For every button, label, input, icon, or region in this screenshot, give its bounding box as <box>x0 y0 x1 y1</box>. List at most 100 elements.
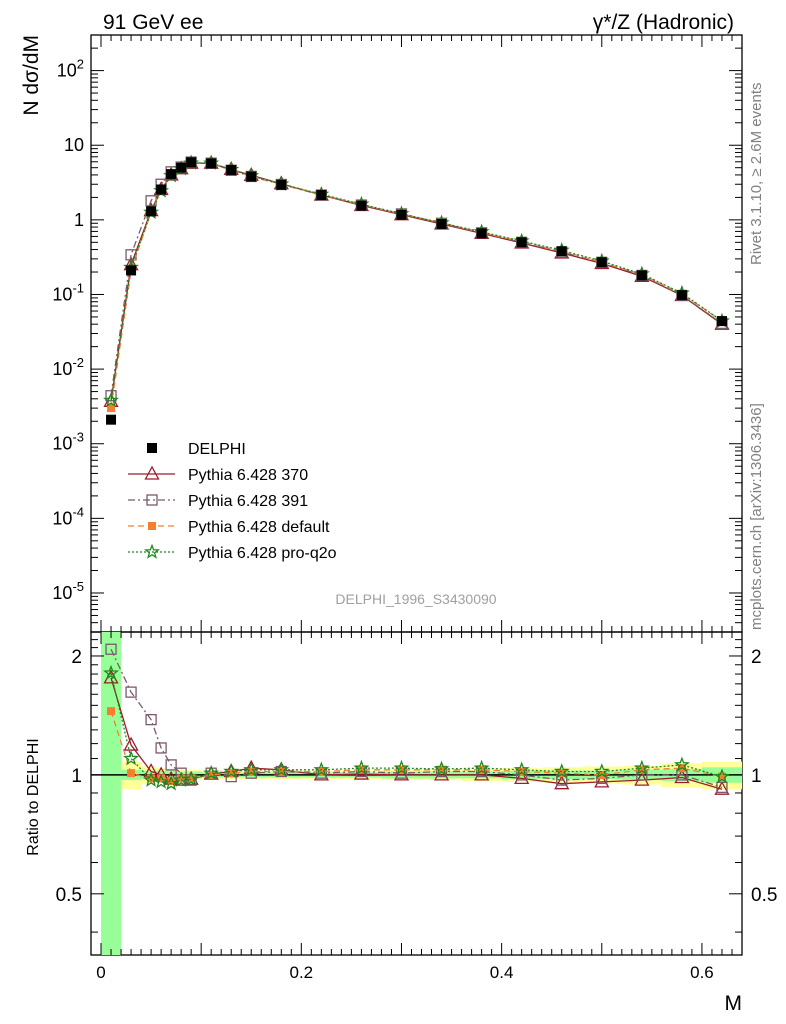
ratio-p370-point <box>594 773 610 788</box>
x-tick-label: 0.2 <box>290 963 314 982</box>
legend-label: Pythia 6.428 370 <box>188 467 308 484</box>
main-data-point <box>316 190 327 201</box>
ratio-pproq2o-point <box>593 763 610 779</box>
main-data-point <box>106 414 117 425</box>
main-data-point <box>356 200 367 211</box>
ratio-pdefault-point <box>157 774 166 783</box>
ratio-p391-point <box>105 643 117 655</box>
ratio-pproq2o-point <box>673 756 690 772</box>
main-frame <box>90 34 743 633</box>
ratio-frame <box>90 631 743 956</box>
ratio-pdefault-point <box>637 765 646 774</box>
ratio-pproq2o-point <box>273 761 290 777</box>
ratio-pproq2o-point <box>183 770 200 787</box>
legend-label: Pythia 6.428 391 <box>188 493 308 510</box>
main-data-point <box>676 290 687 301</box>
ratio-pdefault-point <box>127 769 136 778</box>
legend-label: Pythia 6.428 default <box>188 519 330 536</box>
ratio-pproq2o-point <box>143 771 160 787</box>
main-data-point <box>186 157 197 168</box>
main-data-point <box>126 265 137 276</box>
ratio-pproq2o-point <box>513 761 530 777</box>
x-tick-label: 0.4 <box>490 963 514 982</box>
ratio-pdefault-point <box>167 777 176 786</box>
ratio-pdefault-point <box>187 774 196 783</box>
ratio-pproq2o-point <box>123 750 139 766</box>
ratio-p391-point <box>165 759 177 771</box>
ratio-pproq2o-point <box>163 775 180 791</box>
legend: DELPHI Pythia 6.428 370 Pythia 6.428 391 Py… <box>128 441 337 562</box>
main-p391-point <box>105 390 117 402</box>
main-panel: 10-5 10-4 10-3 10-2 10-1 1 10 102 <box>52 34 743 633</box>
main-data-point <box>596 257 607 268</box>
legend-label: Pythia 6.428 pro-q2o <box>188 545 337 562</box>
ratio-pdefault-point <box>477 765 486 774</box>
ratio-pproq2o-point <box>153 773 170 789</box>
main-data-point <box>556 246 567 257</box>
ratio-panel: 0 0.2 0.4 0.6 0.5 0.5 1 1 2 2 <box>56 631 777 982</box>
ratio-pdefault-point <box>177 774 186 783</box>
main-data-point <box>436 218 447 229</box>
main-data-point <box>716 316 727 327</box>
ratio-y-tick-label: 1 <box>71 766 82 787</box>
main-y-axis-title: N dσ/dM <box>20 35 43 116</box>
y-tick-label: 10-1 <box>52 280 84 304</box>
main-pproq2o-line <box>110 162 723 401</box>
y-tick-label: 10-4 <box>52 504 84 528</box>
ratio-p370-point <box>474 766 490 781</box>
ratio-pdefault-point <box>317 767 326 776</box>
y-tick-label: 10-5 <box>52 579 84 603</box>
legend-marker <box>147 443 157 453</box>
main-pdefault-line <box>110 162 723 409</box>
ratio-p391-point <box>716 781 728 793</box>
legend-marker <box>148 522 156 530</box>
main-p391-line <box>110 161 723 396</box>
main-data-point <box>636 270 647 281</box>
ratio-p370-point <box>393 766 410 781</box>
ratio-p370-point <box>514 769 530 785</box>
y-tick-label: 1 <box>74 210 84 230</box>
ratio-p370-point <box>634 771 650 786</box>
rivet-label: Rivet 3.1.10, ≥ 2.6M events <box>748 83 765 266</box>
ratio-pdefault-point <box>247 767 256 776</box>
main-data-point <box>276 179 287 190</box>
y-tick-label: 10-3 <box>52 430 84 454</box>
ratio-pdefault-point <box>107 707 116 716</box>
ratio-pproq2o-point <box>243 761 260 777</box>
main-data-point <box>146 206 157 217</box>
y-tick-label: 10-2 <box>52 355 84 379</box>
ratio-pproq2o-point <box>433 760 450 776</box>
ratio-pproq2o-point <box>553 763 570 779</box>
ratio-p370-point <box>674 769 690 784</box>
ratio-pdefault-point <box>397 765 406 774</box>
ratio-p391-point <box>155 742 167 754</box>
main-data-point <box>156 184 167 195</box>
ratio-pproq2o-point <box>103 664 119 680</box>
ratio-y-tick-label-right: 2 <box>751 647 762 668</box>
ratio-p370-point <box>554 775 570 790</box>
ratio-pproq2o-point <box>203 764 220 780</box>
ratio-y-tick-label-right: 1 <box>751 766 762 787</box>
main-data-point <box>176 162 187 173</box>
ratio-y-tick-label-right: 0.5 <box>751 885 777 906</box>
ratio-band-green <box>101 632 122 955</box>
main-pdefault-point <box>107 404 116 413</box>
legend-marker <box>144 543 160 559</box>
x-tick-label: 0 <box>96 963 105 982</box>
ratio-p370-point <box>714 780 730 795</box>
ratio-pdefault-point <box>147 774 156 783</box>
analysis-tag: DELPHI_1996_S3430090 <box>335 591 496 607</box>
main-data-point <box>166 169 177 180</box>
main-data-point <box>476 228 487 239</box>
main-pproq2o-point <box>103 392 119 408</box>
ratio-pproq2o-point <box>714 768 730 784</box>
main-data-point <box>226 165 237 176</box>
mcplots-label: mcplots.cern.ch [arXiv:1306.3436] <box>748 403 765 630</box>
x-axis-title: M <box>725 992 743 1015</box>
ratio-p391-point <box>145 713 157 726</box>
y-tick-label: 102 <box>57 57 84 81</box>
ratio-p391-line <box>110 648 723 788</box>
main-data-point <box>246 171 257 182</box>
legend-label: DELPHI <box>188 441 246 458</box>
